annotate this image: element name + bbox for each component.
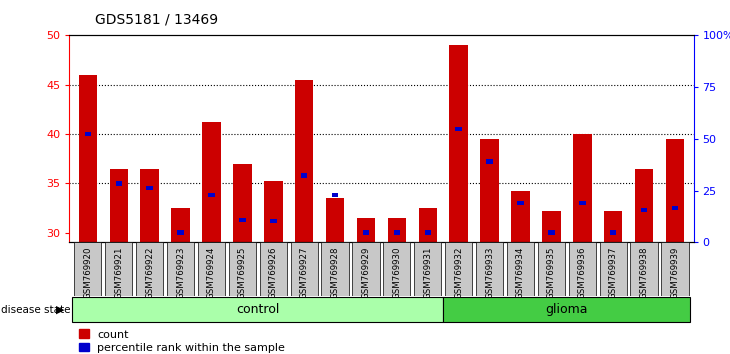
Legend: count, percentile rank within the sample: count, percentile rank within the sample (79, 330, 285, 353)
Text: GSM769936: GSM769936 (577, 246, 587, 299)
Bar (147, 186, 153, 190)
Bar (233, 164, 252, 242)
Text: GSM769932: GSM769932 (454, 246, 463, 299)
Bar (301, 173, 307, 178)
Bar (270, 218, 277, 223)
Bar (610, 230, 616, 235)
Text: GSM769938: GSM769938 (639, 246, 648, 299)
Bar (604, 211, 623, 242)
Text: GSM769937: GSM769937 (609, 246, 618, 299)
Text: GSM769926: GSM769926 (269, 246, 278, 299)
Bar (599, 242, 627, 296)
Bar (445, 242, 472, 296)
Bar (140, 169, 159, 242)
Bar (579, 201, 585, 205)
Bar (353, 242, 380, 296)
Bar (208, 193, 215, 198)
Bar (507, 242, 534, 296)
Text: GSM769929: GSM769929 (361, 246, 371, 298)
Bar (260, 242, 287, 296)
Text: GSM769920: GSM769920 (83, 246, 93, 299)
Bar (569, 242, 596, 296)
Text: GSM769927: GSM769927 (300, 246, 309, 299)
Bar (661, 242, 688, 296)
Bar (326, 198, 345, 242)
Bar (167, 242, 194, 296)
Text: GSM769934: GSM769934 (516, 246, 525, 299)
Text: GDS5181 / 13469: GDS5181 / 13469 (95, 12, 218, 27)
Bar (177, 230, 184, 235)
Bar (641, 208, 648, 212)
Bar (573, 134, 591, 242)
Text: control: control (236, 303, 280, 316)
Bar (414, 242, 442, 296)
Bar (393, 230, 400, 235)
Bar (136, 242, 164, 296)
Text: GSM769923: GSM769923 (176, 246, 185, 299)
Bar (291, 242, 318, 296)
Text: disease state: disease state (1, 305, 71, 315)
Text: GSM769933: GSM769933 (485, 246, 494, 299)
Bar (172, 208, 190, 242)
Text: GSM769925: GSM769925 (238, 246, 247, 299)
Bar (321, 242, 349, 296)
Bar (85, 132, 91, 136)
Bar (228, 242, 256, 296)
Text: ▶: ▶ (55, 305, 64, 315)
Bar (450, 45, 468, 242)
Bar (264, 181, 283, 242)
Bar (480, 139, 499, 242)
Text: GSM769935: GSM769935 (547, 246, 556, 299)
Bar (383, 242, 410, 296)
Bar (198, 242, 225, 296)
Bar (443, 297, 691, 322)
Bar (486, 159, 493, 164)
Bar (548, 230, 555, 235)
Text: GSM769930: GSM769930 (392, 246, 402, 299)
Bar (79, 75, 97, 242)
Bar (115, 181, 122, 185)
Bar (631, 242, 658, 296)
Text: GSM769931: GSM769931 (423, 246, 432, 299)
Text: GSM769939: GSM769939 (670, 246, 680, 298)
Bar (672, 206, 678, 210)
Bar (295, 80, 313, 242)
Bar (635, 169, 653, 242)
Text: GSM769928: GSM769928 (331, 246, 339, 299)
Bar (357, 218, 375, 242)
Text: glioma: glioma (545, 303, 588, 316)
Bar (476, 242, 503, 296)
Text: GSM769924: GSM769924 (207, 246, 216, 299)
Bar (511, 191, 530, 242)
Bar (363, 230, 369, 235)
Bar (332, 193, 338, 198)
Text: GSM769921: GSM769921 (115, 246, 123, 299)
Bar (542, 211, 561, 242)
Bar (72, 297, 443, 322)
Bar (518, 201, 523, 205)
Bar (110, 169, 128, 242)
Bar (74, 242, 101, 296)
Bar (202, 122, 220, 242)
Bar (666, 139, 684, 242)
Bar (418, 208, 437, 242)
Bar (425, 230, 431, 235)
Bar (105, 242, 132, 296)
Bar (538, 242, 565, 296)
Bar (388, 218, 406, 242)
Bar (239, 218, 245, 222)
Text: GSM769922: GSM769922 (145, 246, 154, 299)
Bar (456, 127, 462, 131)
